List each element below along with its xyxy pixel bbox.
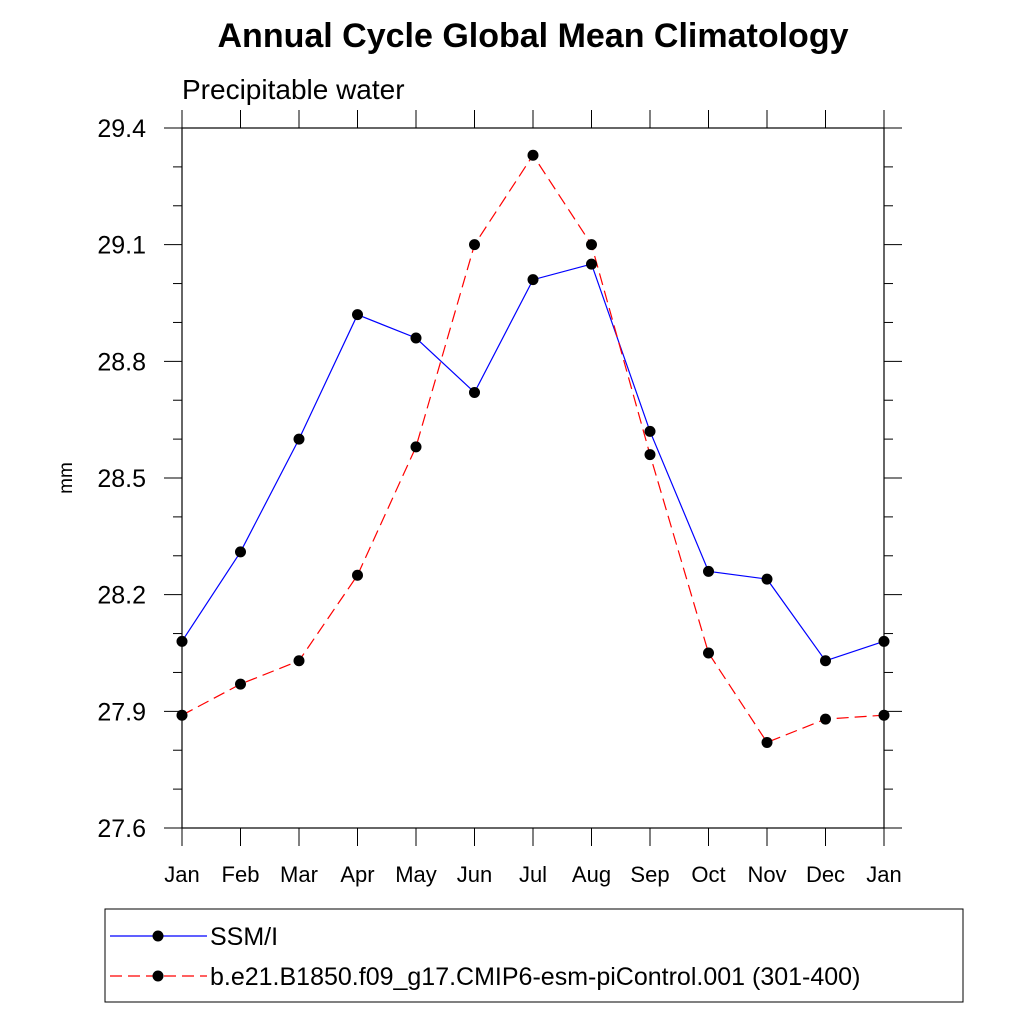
- data-point-series-2: [703, 647, 714, 659]
- plot-frame: [181, 127, 885, 829]
- x-tick-label: Jan: [164, 862, 199, 887]
- data-point-series-2: [586, 239, 597, 251]
- data-point-series-2: [527, 149, 539, 161]
- x-tick-label: Jul: [519, 862, 547, 887]
- x-tick-label: Dec: [806, 862, 845, 887]
- data-point-series-1: [761, 573, 773, 585]
- data-point-series-1: [176, 635, 188, 647]
- data-point-series-1: [469, 386, 480, 398]
- legend-box: [104, 908, 964, 1003]
- data-point-series-1: [235, 546, 246, 558]
- x-tick-label: Mar: [280, 862, 318, 887]
- data-point-series-1: [878, 635, 890, 647]
- data-point-series-1: [820, 655, 831, 667]
- chart-title: Annual Cycle Global Mean Climatology: [218, 17, 849, 55]
- legend-marker-2: [152, 970, 164, 982]
- legend-label-2: b.e21.B1850.f09_g17.CMIP6-esm-piControl.…: [210, 963, 860, 991]
- data-point-series-1: [644, 425, 656, 437]
- y-tick-label: 28.2: [97, 582, 146, 610]
- legend-marker-1: [152, 930, 164, 942]
- x-axis: Jan Feb Mar Apr May Jun Jul Aug Sep Oct Nov Dec Jan: [164, 110, 902, 887]
- legend: SSM/I b.e21.B1850.f09_g17.CMIP6-esm-piCon…: [104, 908, 964, 1003]
- data-point-series-1: [293, 433, 305, 445]
- data-point-series-2: [644, 449, 656, 461]
- data-point-series-2: [235, 678, 246, 690]
- data-point-series-1: [586, 258, 597, 270]
- data-point-series-2: [878, 709, 890, 721]
- x-tick-label: Aug: [572, 862, 611, 887]
- data-point-series-2: [469, 239, 480, 251]
- data-point-series-2: [761, 736, 773, 748]
- data-point-series-1: [527, 274, 539, 286]
- legend-label-1: SSM/I: [210, 923, 278, 951]
- x-tick-label: Sep: [630, 862, 669, 887]
- y-tick-label: 27.6: [97, 815, 146, 843]
- y-tick-label: 27.9: [97, 698, 146, 726]
- x-tick-label: May: [395, 862, 437, 887]
- y-tick-label: 28.8: [97, 348, 146, 376]
- x-tick-label: Feb: [222, 862, 260, 887]
- data-point-series-2: [176, 709, 188, 721]
- x-tick-label: Apr: [340, 862, 374, 887]
- data-point-series-2: [352, 569, 363, 581]
- data-point-series-2: [410, 441, 422, 453]
- data-point-series-1: [410, 332, 422, 344]
- chart-subtitle: Precipitable water: [182, 74, 405, 105]
- series-line-1: [181, 263, 885, 662]
- series-layer: [176, 149, 890, 748]
- data-point-series-2: [820, 713, 831, 725]
- x-tick-label: Nov: [747, 862, 786, 887]
- y-axis-label: mm: [56, 462, 77, 494]
- x-tick-label: Jan: [866, 862, 901, 887]
- y-tick-label: 28.5: [97, 465, 146, 493]
- y-axis: 27.6 27.9 28.2 28.5 28.8 29.1 29.4: [97, 115, 902, 843]
- y-tick-label: 29.1: [97, 232, 146, 260]
- x-tick-label: Jun: [457, 862, 492, 887]
- x-tick-label: Oct: [691, 862, 725, 887]
- plot-border: [181, 127, 885, 829]
- data-point-series-1: [352, 309, 363, 321]
- y-tick-label: 29.4: [97, 115, 146, 143]
- data-point-series-1: [703, 565, 714, 577]
- data-point-series-2: [293, 655, 305, 667]
- series-line-2: [181, 154, 885, 744]
